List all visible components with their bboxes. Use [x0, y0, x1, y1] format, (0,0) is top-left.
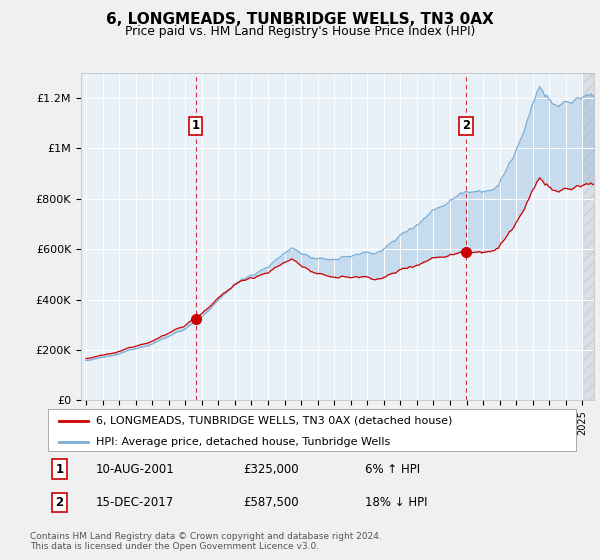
Text: £587,500: £587,500: [244, 496, 299, 509]
Bar: [583, 73, 594, 400]
Text: 10-AUG-2001: 10-AUG-2001: [95, 463, 174, 475]
Text: 6, LONGMEADS, TUNBRIDGE WELLS, TN3 0AX: 6, LONGMEADS, TUNBRIDGE WELLS, TN3 0AX: [106, 12, 494, 27]
Text: Contains HM Land Registry data © Crown copyright and database right 2024.: Contains HM Land Registry data © Crown c…: [30, 532, 382, 541]
Text: 2: 2: [462, 119, 470, 132]
Text: 1: 1: [56, 463, 64, 475]
Text: HPI: Average price, detached house, Tunbridge Wells: HPI: Average price, detached house, Tunb…: [95, 437, 390, 446]
Text: Price paid vs. HM Land Registry's House Price Index (HPI): Price paid vs. HM Land Registry's House …: [125, 25, 475, 38]
Text: This data is licensed under the Open Government Licence v3.0.: This data is licensed under the Open Gov…: [30, 542, 319, 551]
Text: £325,000: £325,000: [244, 463, 299, 475]
Text: 18% ↓ HPI: 18% ↓ HPI: [365, 496, 427, 509]
Text: 6% ↑ HPI: 6% ↑ HPI: [365, 463, 420, 475]
Text: 1: 1: [191, 119, 200, 132]
Text: 6, LONGMEADS, TUNBRIDGE WELLS, TN3 0AX (detached house): 6, LONGMEADS, TUNBRIDGE WELLS, TN3 0AX (…: [95, 416, 452, 426]
Text: 2: 2: [56, 496, 64, 509]
Text: 15-DEC-2017: 15-DEC-2017: [95, 496, 174, 509]
